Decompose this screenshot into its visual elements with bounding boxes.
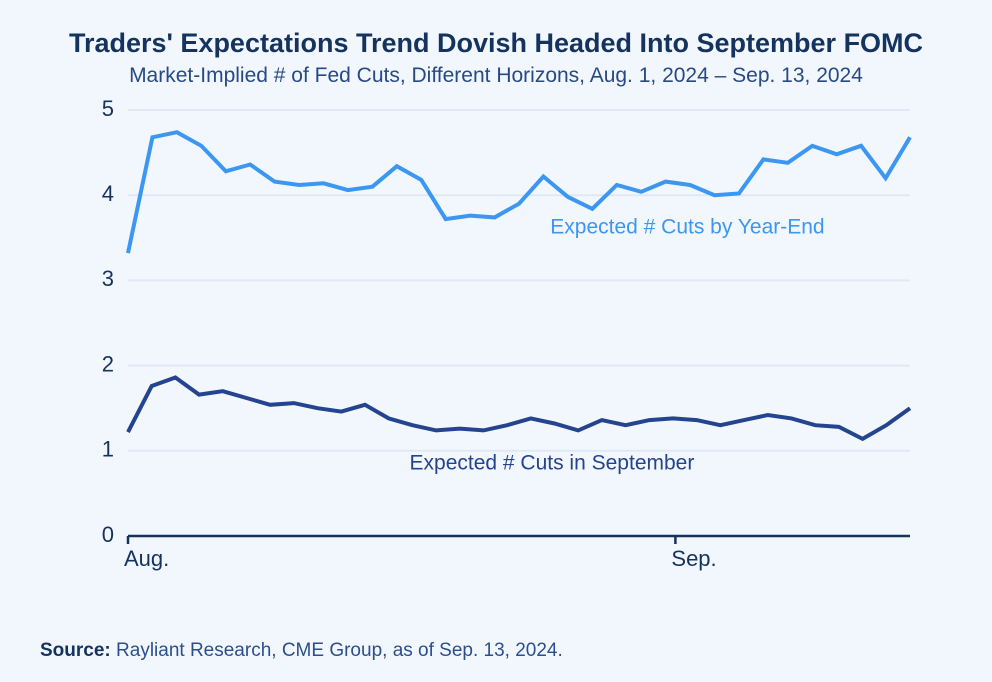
series-september	[128, 378, 910, 439]
y-tick-label: 1	[102, 437, 114, 462]
x-tick-label: Sep.	[671, 546, 716, 571]
y-tick-label: 5	[102, 98, 114, 121]
y-tick-label: 3	[102, 266, 114, 291]
y-tick-label: 0	[102, 522, 114, 547]
source-attribution: Source: Rayliant Research, CME Group, as…	[40, 640, 563, 662]
series-label-year_end: Expected # Cuts by Year-End	[550, 216, 824, 239]
y-tick-label: 2	[102, 351, 114, 376]
y-tick-label: 4	[102, 181, 114, 206]
chart-title: Traders' Expectations Trend Dovish Heade…	[0, 28, 992, 59]
series-label-september: Expected # Cuts in September	[410, 452, 695, 475]
source-label: Source:	[40, 640, 111, 661]
chart-subtitle: Market-Implied # of Fed Cuts, Different …	[0, 64, 992, 88]
source-text: Rayliant Research, CME Group, as of Sep.…	[111, 640, 563, 661]
line-chart: 0 1 2 3 4 5 Aug. Sep. Expected # Cuts by Year-En…	[80, 98, 930, 588]
chart-container: Traders' Expectations Trend Dovish Heade…	[0, 0, 992, 682]
x-tick-label: Aug.	[124, 546, 169, 571]
